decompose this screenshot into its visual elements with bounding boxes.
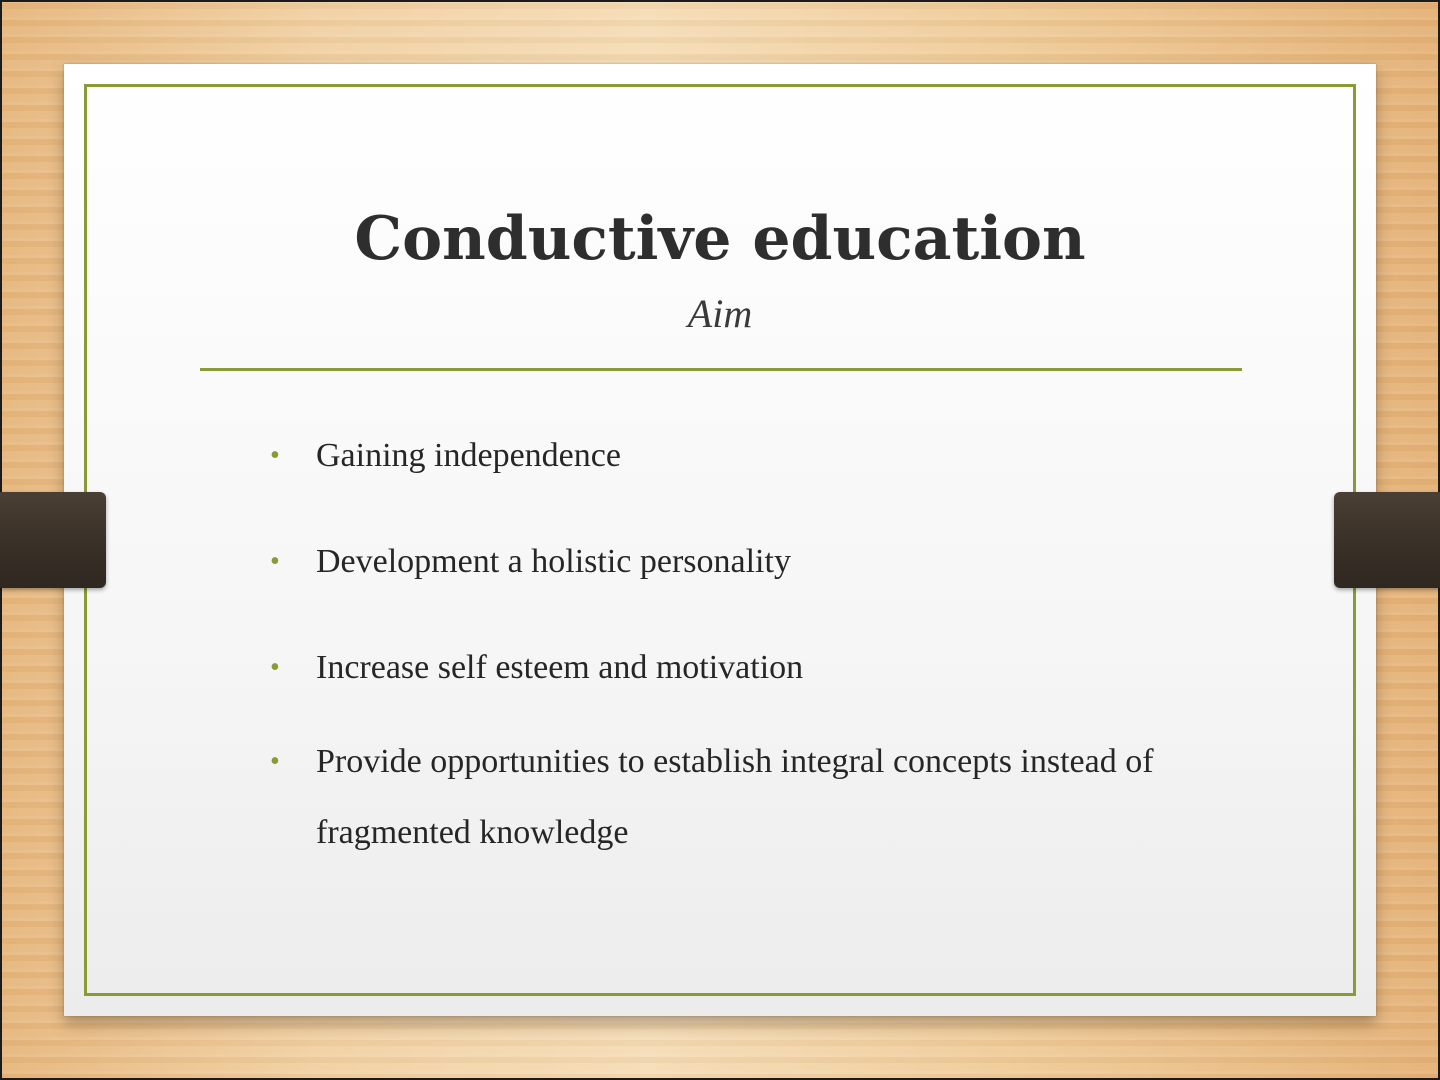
bullet-item: • Increase self esteem and motivation <box>270 632 803 703</box>
bullet-text: Increase self esteem and motivation <box>316 649 804 686</box>
left-strap <box>0 492 106 588</box>
slide-card: Conductive education Aim • Gaining indep… <box>64 64 1376 1016</box>
bullet-item: • Development a holistic personality <box>270 526 791 597</box>
right-strap <box>1334 492 1440 588</box>
bullet-text: Gaining independence <box>316 437 621 474</box>
bullet-dot-icon: • <box>270 546 280 577</box>
bullet-item: • Provide opportunities to establish int… <box>270 726 1270 868</box>
title-divider <box>200 368 1242 371</box>
bullet-dot-icon: • <box>270 746 280 777</box>
slide-subtitle: Aim <box>687 291 753 336</box>
bullet-text: Development a holistic personality <box>316 543 791 580</box>
bullet-item: • Gaining independence <box>270 420 621 491</box>
bullet-dot-icon: • <box>270 652 280 683</box>
slide-title: Conductive education <box>354 204 1086 274</box>
bullet-dot-icon: • <box>270 440 280 471</box>
bullet-text: Provide opportunities to establish integ… <box>316 743 1154 851</box>
